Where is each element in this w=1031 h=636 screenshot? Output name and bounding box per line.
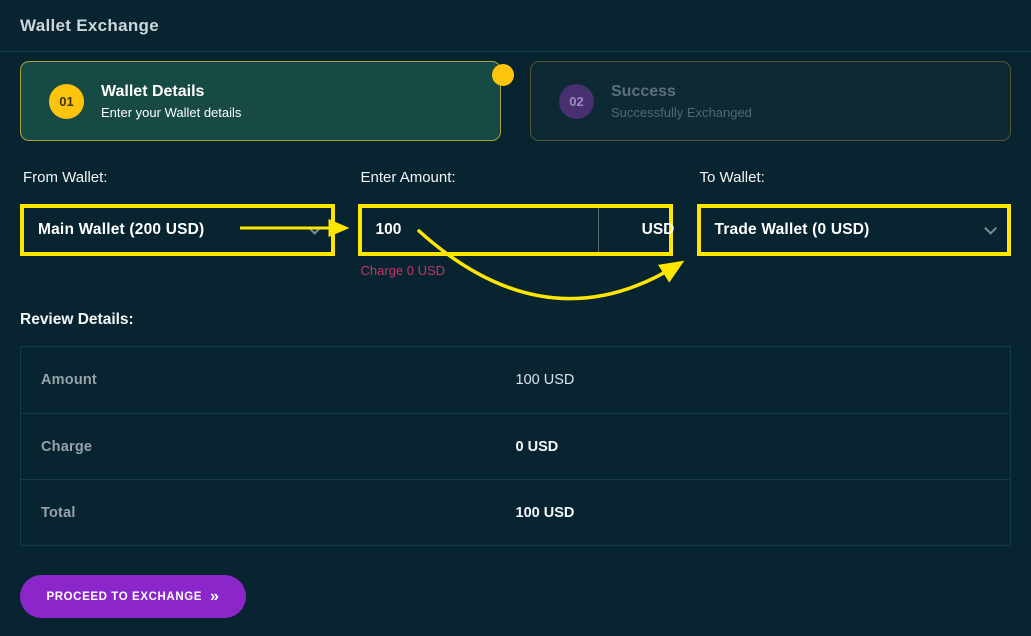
table-row-amount: Amount 100 USD — [21, 347, 1010, 413]
amount-input[interactable] — [361, 208, 599, 252]
step-number-badge: 02 — [559, 83, 594, 119]
step-card-success: 02 Success Successfully Exchanged — [530, 61, 1011, 141]
chevron-down-icon — [984, 221, 997, 235]
step-indicator: 01 Wallet Details Enter your Wallet deta… — [20, 61, 1011, 141]
proceed-to-exchange-button[interactable]: PROCEED TO EXCHANGE » — [20, 575, 246, 618]
step-subtitle: Successfully Exchanged — [611, 105, 752, 120]
double-chevron-right-icon: » — [210, 587, 220, 605]
row-label: Total — [41, 504, 76, 521]
from-wallet-label: From Wallet: — [23, 169, 108, 186]
annotation-dot — [492, 64, 514, 86]
step-number-badge: 01 — [49, 83, 84, 119]
step-title: Success — [611, 83, 676, 100]
to-wallet-select[interactable]: Trade Wallet (0 USD) — [701, 208, 1008, 252]
step-card-wallet-details: 01 Wallet Details Enter your Wallet deta… — [20, 61, 501, 141]
charge-note: Charge 0 USD — [360, 263, 446, 278]
exchange-form: From Wallet: Main Wallet (200 USD) Enter… — [20, 169, 1011, 279]
proceed-button-label: PROCEED TO EXCHANGE — [46, 590, 203, 603]
to-wallet-label: To Wallet: — [699, 169, 765, 186]
step-title: Wallet Details — [101, 83, 205, 100]
to-wallet-highlight: Trade Wallet (0 USD) — [696, 204, 1011, 256]
from-wallet-highlight: Main Wallet (200 USD) — [20, 204, 335, 256]
review-table: Amount 100 USD Charge 0 USD Total 100 US… — [20, 346, 1011, 546]
amount-input-group: USD — [361, 208, 718, 252]
row-value: 100 USD — [515, 372, 575, 388]
amount-label: Enter Amount: — [360, 169, 456, 186]
row-value: 0 USD — [515, 438, 559, 455]
row-label: Charge — [41, 438, 93, 455]
step-subtitle: Enter your Wallet details — [101, 105, 242, 120]
from-wallet-select[interactable]: Main Wallet (200 USD) — [24, 208, 331, 252]
row-label: Amount — [41, 372, 97, 388]
from-wallet-value: Main Wallet (200 USD) — [38, 221, 205, 238]
chevron-down-icon — [307, 221, 321, 235]
row-value: 100 USD — [515, 504, 575, 521]
review-details-heading: Review Details: — [20, 311, 134, 328]
page-title: Wallet Exchange — [20, 15, 159, 35]
page-header: Wallet Exchange — [0, 0, 1031, 52]
table-row-total: Total 100 USD — [21, 479, 1010, 545]
amount-highlight: USD — [357, 204, 674, 256]
table-row-charge: Charge 0 USD — [21, 413, 1010, 479]
main-content: 01 Wallet Details Enter your Wallet deta… — [0, 52, 1031, 618]
to-wallet-value: Trade Wallet (0 USD) — [714, 221, 870, 238]
